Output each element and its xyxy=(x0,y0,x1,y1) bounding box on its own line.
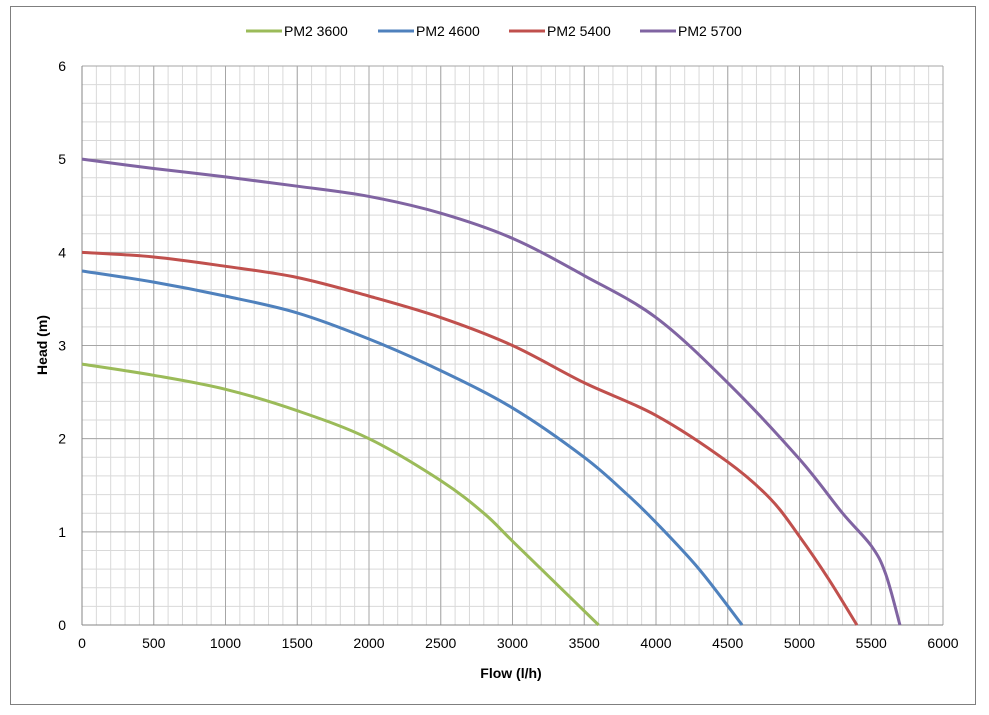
y-tick-label: 3 xyxy=(58,338,66,354)
x-tick-label: 1000 xyxy=(210,635,241,651)
y-tick-label: 1 xyxy=(58,524,66,540)
x-tick-label: 4000 xyxy=(640,635,671,651)
y-tick-label: 4 xyxy=(58,244,66,260)
legend-item: PM2 3600 xyxy=(246,23,348,39)
x-tick-label: 1500 xyxy=(282,635,313,651)
legend-item: PM2 5700 xyxy=(640,23,742,39)
x-tick-label: 5500 xyxy=(856,635,887,651)
series-line-pm2-5400 xyxy=(81,250,859,626)
chart-frame xyxy=(10,6,976,705)
series-line-pm2-3600 xyxy=(81,362,600,627)
legend-item: PM2 4600 xyxy=(378,23,480,39)
y-tick-labels: 0 1 2 3 4 5 6 xyxy=(58,58,66,633)
x-tick-label: 2000 xyxy=(353,635,384,651)
x-tick-label: 3000 xyxy=(497,635,528,651)
axes xyxy=(81,66,943,626)
series-line-pm2-5700 xyxy=(81,157,902,626)
x-tick-label: 0 xyxy=(78,635,86,651)
x-tick-labels: 0 500 1000 1500 2000 2500 3000 3500 4000 4500 5000… xyxy=(78,635,959,651)
y-tick-label: 6 xyxy=(58,58,66,74)
legend-item: PM2 5400 xyxy=(509,23,611,39)
y-tick-label: 0 xyxy=(58,617,66,633)
x-tick-label: 500 xyxy=(142,635,166,651)
legend-label: PM2 5400 xyxy=(547,23,611,39)
series-line-pm2-4600 xyxy=(81,269,744,626)
series-lines xyxy=(81,157,902,627)
y-tick-label: 5 xyxy=(58,151,66,167)
x-tick-label: 2500 xyxy=(425,635,456,651)
x-tick-label: 5000 xyxy=(784,635,815,651)
y-tick-label: 2 xyxy=(58,431,66,447)
legend-label: PM2 3600 xyxy=(284,23,348,39)
x-tick-label: 6000 xyxy=(927,635,958,651)
x-tick-label: 3500 xyxy=(569,635,600,651)
x-tick-label: 4500 xyxy=(712,635,743,651)
x-axis-title: Flow (l/h) xyxy=(480,665,541,681)
legend: PM2 3600 PM2 4600 PM2 5400 PM2 5700 xyxy=(246,23,742,39)
legend-label: PM2 5700 xyxy=(678,23,742,39)
legend-label: PM2 4600 xyxy=(416,23,480,39)
y-axis-title: Head (m) xyxy=(34,315,50,375)
